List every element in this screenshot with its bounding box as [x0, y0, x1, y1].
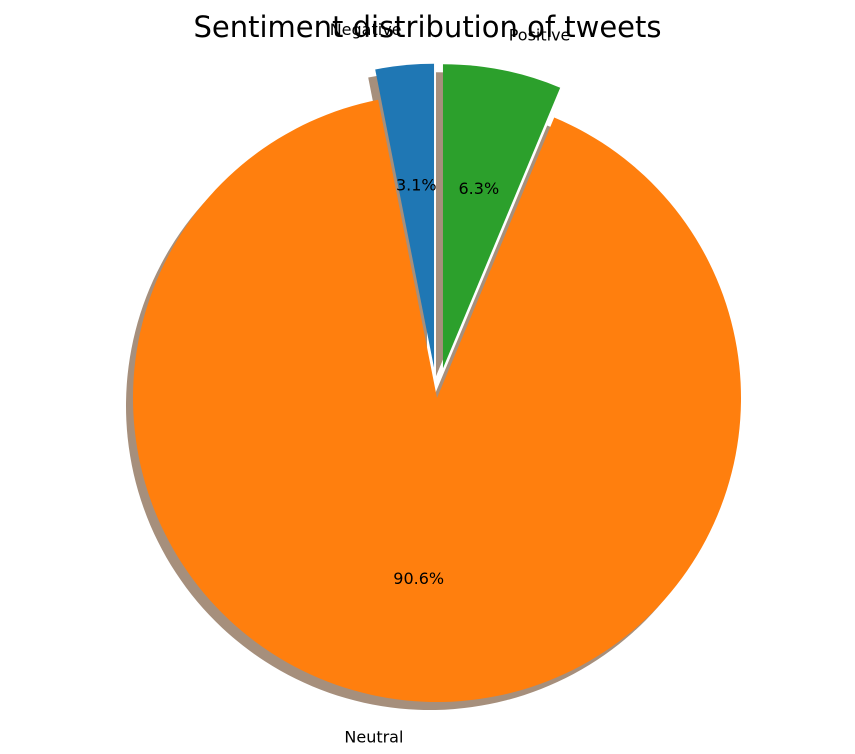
slice-pct-label-neutral: 90.6%	[393, 569, 444, 588]
pie-slice-layer	[132, 63, 741, 702]
pie-label-layer: Negative 3.1% Neutral 90.6% Positive 6.3%	[330, 20, 571, 747]
slice-label-positive: Positive	[509, 25, 571, 44]
slice-pct-label-negative: 3.1%	[396, 176, 437, 195]
chart-title: Sentiment distribution of tweets	[193, 10, 662, 44]
slice-pct-label-positive: 6.3%	[459, 179, 500, 198]
pie-slice-neutral	[132, 99, 741, 702]
pie-slice-positive	[442, 64, 561, 369]
slice-label-neutral: Neutral	[344, 728, 403, 747]
slice-label-negative: Negative	[330, 20, 402, 39]
pie-slice-negative	[375, 63, 435, 368]
